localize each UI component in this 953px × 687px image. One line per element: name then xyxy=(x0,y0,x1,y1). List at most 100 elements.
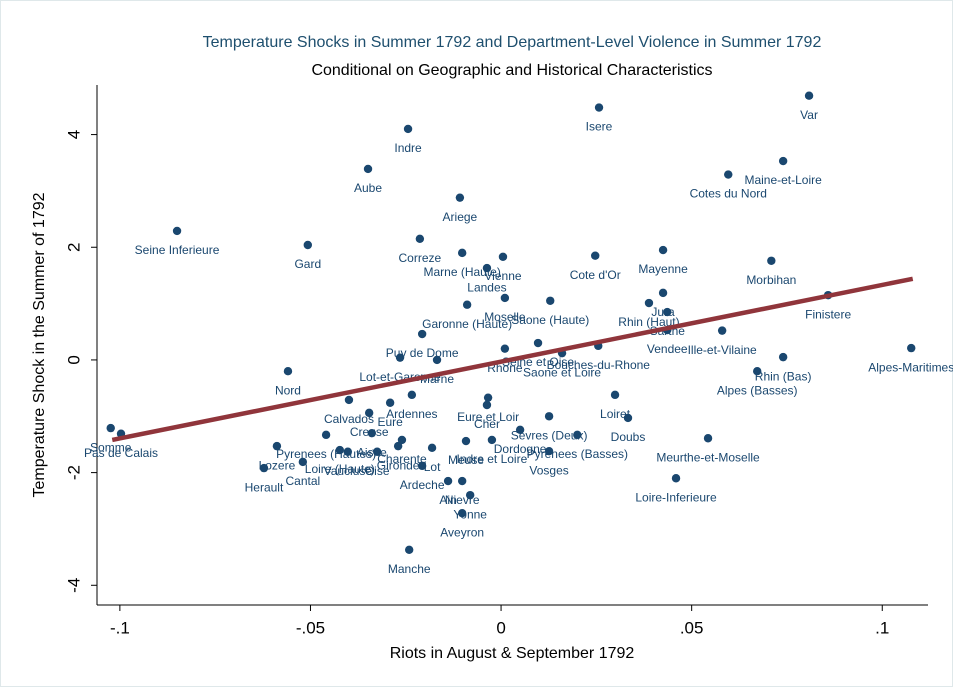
point xyxy=(724,170,733,179)
point-label: Vaucluse xyxy=(324,464,373,478)
chart-title: Temperature Shocks in Summer 1792 and De… xyxy=(203,34,822,51)
x-tick-label: -.05 xyxy=(296,618,325,637)
point-label: Loire (Haute) xyxy=(305,462,375,476)
point xyxy=(335,445,345,455)
point-label: Pas de Calais xyxy=(84,446,158,460)
point-label: Lot-et-Garonne xyxy=(359,370,441,384)
point-label: Nord xyxy=(275,383,301,397)
point xyxy=(298,457,308,467)
point xyxy=(455,193,465,202)
point xyxy=(395,353,405,362)
point-label: Oise xyxy=(365,464,390,478)
point xyxy=(544,412,554,421)
point xyxy=(767,256,776,265)
point-label: Doubs xyxy=(611,430,646,444)
x-tick-label: .05 xyxy=(680,618,704,637)
point xyxy=(671,474,681,483)
point-label: Lot xyxy=(424,460,441,474)
point xyxy=(778,156,788,166)
point xyxy=(457,508,467,518)
point xyxy=(658,288,668,298)
point-label: Garonne (Haute) xyxy=(422,317,512,331)
point-label: Indre xyxy=(394,141,422,155)
point xyxy=(515,425,525,434)
point xyxy=(344,395,354,405)
point xyxy=(385,398,395,407)
point-label: Herault xyxy=(245,480,284,494)
x-tick-label: .1 xyxy=(875,618,889,637)
point xyxy=(483,393,493,402)
y-tick-label: 0 xyxy=(64,355,83,364)
point xyxy=(393,441,403,451)
fit-line xyxy=(111,276,914,443)
y-tick-label: -4 xyxy=(64,578,83,593)
point-label: Rhin (Bas) xyxy=(755,369,812,383)
point-label: Alpes-Maritimes xyxy=(868,360,953,374)
point xyxy=(907,343,916,353)
point-label: Cher xyxy=(474,417,500,431)
point-label: Cote d'Or xyxy=(570,268,621,282)
point xyxy=(407,390,417,400)
point-label: Maine-et-Loire xyxy=(744,173,822,187)
point xyxy=(804,91,814,100)
y-tick-label: 4 xyxy=(64,130,83,139)
point-label: Morbihan xyxy=(746,273,796,287)
point xyxy=(417,461,427,471)
point xyxy=(465,490,475,500)
x-tick-label: 0 xyxy=(496,618,505,637)
point xyxy=(427,443,437,453)
point-label: Eure et Loir xyxy=(457,410,519,424)
point-label: Saone (Haute) xyxy=(511,313,589,327)
point-label: Gard xyxy=(294,257,321,271)
point xyxy=(272,441,282,451)
point xyxy=(432,355,442,365)
point-label: Pyrenees (Hautes) xyxy=(276,447,376,461)
point-label: Vendee xyxy=(647,342,688,356)
point xyxy=(343,447,353,456)
point xyxy=(573,430,582,440)
point-label: Loiret xyxy=(600,407,631,421)
point-label: Vosges xyxy=(529,463,568,477)
x-tick-label: -.1 xyxy=(110,618,130,637)
point xyxy=(703,434,713,443)
x-axis-title: Riots in August & September 1792 xyxy=(390,645,635,662)
point xyxy=(283,366,293,376)
point xyxy=(717,326,727,335)
point-label: Ardennes xyxy=(386,407,437,421)
point xyxy=(397,435,407,445)
point-label: Moselle xyxy=(484,310,526,324)
point xyxy=(533,338,543,348)
point xyxy=(363,164,373,174)
point xyxy=(500,293,510,303)
point xyxy=(482,263,492,273)
point xyxy=(644,298,654,308)
point xyxy=(658,245,668,255)
point-label: Correze xyxy=(399,251,442,265)
point-label: Ain xyxy=(439,493,456,507)
point xyxy=(443,476,453,486)
y-tick-label: -2 xyxy=(64,465,83,480)
point-label: Somme xyxy=(90,440,132,454)
point xyxy=(623,413,633,423)
point xyxy=(372,447,382,456)
point xyxy=(106,423,115,433)
point-label: Manche xyxy=(388,562,431,576)
point-label: Eure xyxy=(377,415,403,429)
point-label: Isere xyxy=(586,120,613,134)
point-label: Bouches-du-Rhone xyxy=(547,358,651,372)
point-label: Indre et Loire xyxy=(457,452,528,466)
y-axis-title: Temperature Shock in the Summer of 1792 xyxy=(31,192,48,497)
point xyxy=(367,428,377,438)
point-label: Calvados xyxy=(324,412,374,426)
point xyxy=(610,390,620,400)
point-label: Meurthe-et-Moselle xyxy=(656,450,760,464)
point xyxy=(457,476,467,486)
point xyxy=(457,248,467,258)
point-label: Cotes du Nord xyxy=(690,187,767,201)
point-label: Saone et Loire xyxy=(523,365,601,379)
point xyxy=(594,103,604,112)
point-label: Aisne xyxy=(357,445,387,459)
point-label: Ariege xyxy=(443,210,478,224)
